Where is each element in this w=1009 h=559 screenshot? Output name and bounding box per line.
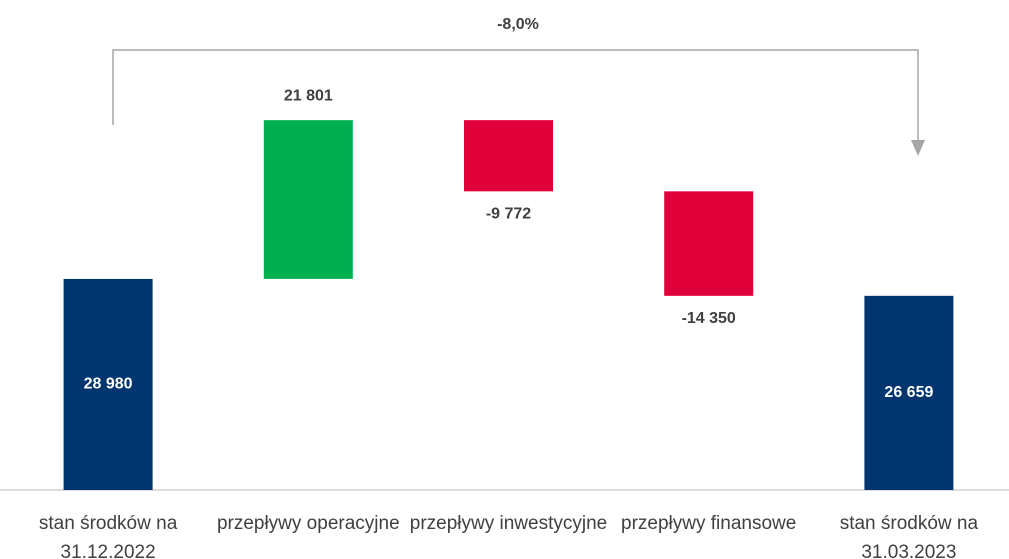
bar [664,191,754,296]
category-label: stan środków na 31.03.2023 [839,513,979,559]
category-label: przepływy finansowe [621,513,797,534]
value-label: 26 659 [884,384,933,401]
bar [63,278,153,490]
arrow-head [911,140,925,156]
category-label: przepływy operacyjne [216,513,400,534]
value-label: -9 772 [486,206,531,223]
category-label: stan środków na 31.12.2022 [38,513,178,559]
category-label: przepływy inwestycyjne [409,513,608,534]
change-annotation: -8,0% [497,16,539,33]
value-label: 28 980 [84,376,133,393]
bar [864,295,954,490]
value-label: 21 801 [284,87,333,104]
bar [263,120,353,279]
value-label: -14 350 [682,310,736,327]
bar [464,120,553,192]
bracket [112,49,919,142]
